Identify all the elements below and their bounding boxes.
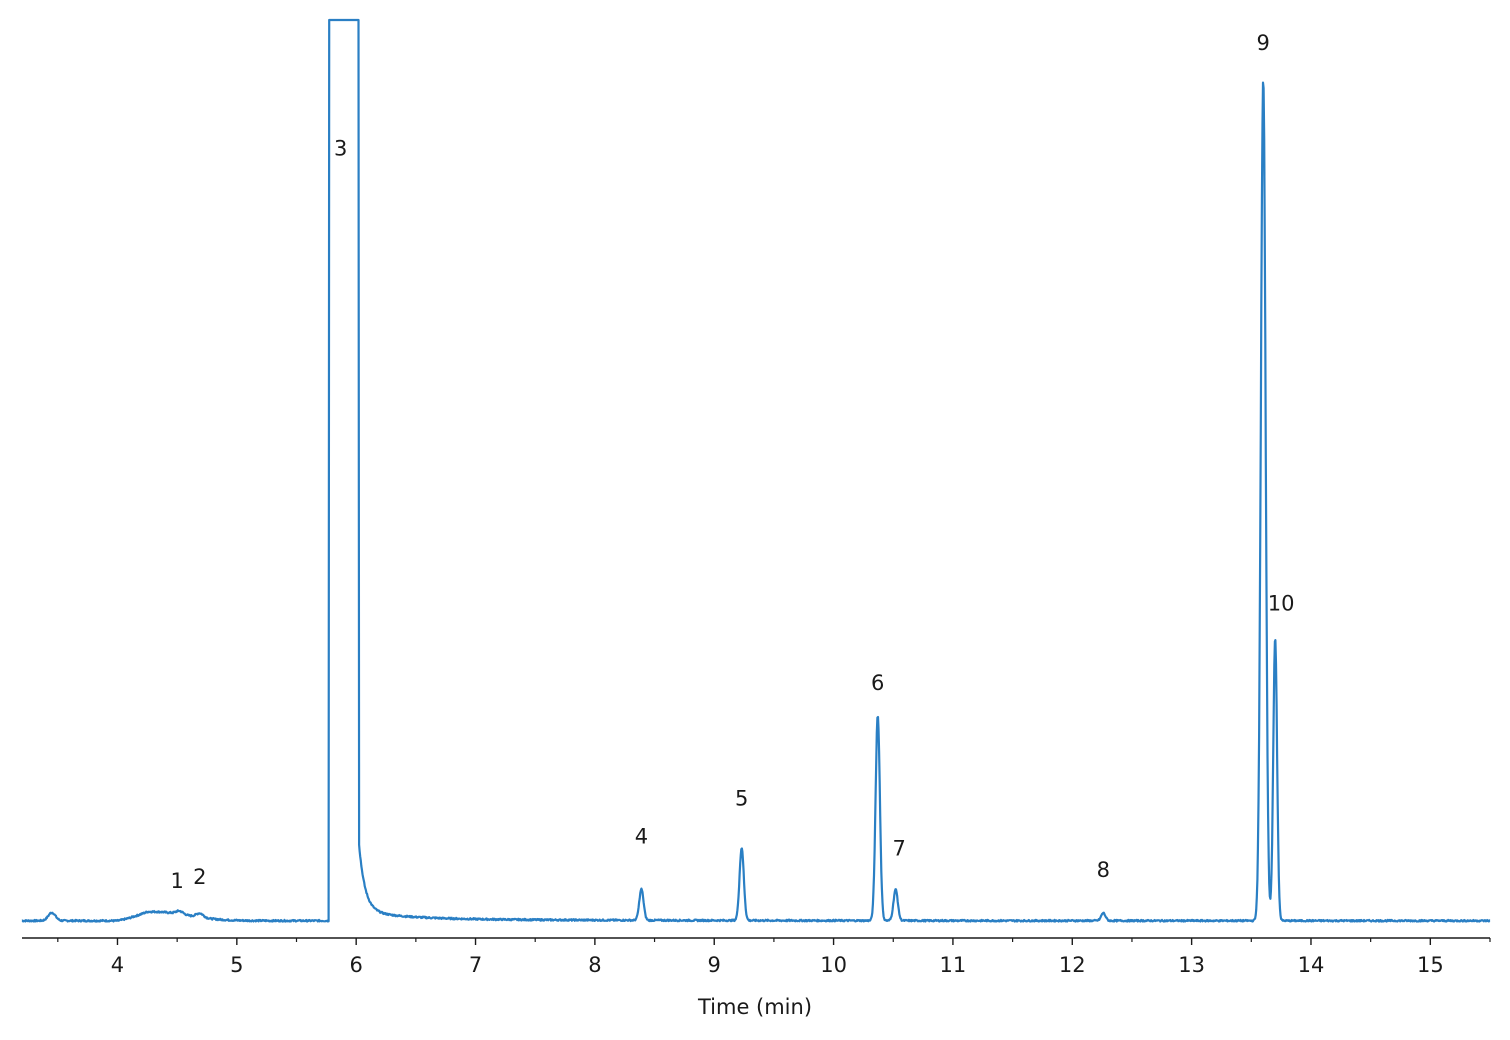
x-axis-title: Time (min) — [697, 995, 812, 1019]
x-tick-label: 10 — [820, 953, 847, 977]
peak-label: 3 — [334, 136, 347, 160]
x-tick-label: 13 — [1178, 953, 1205, 977]
peak-label: 9 — [1257, 31, 1270, 55]
x-tick-label: 7 — [469, 953, 482, 977]
peak-labels: 1 2 3 4 5 6 7 8 9 10 — [170, 31, 1294, 893]
peak-label: 2 — [193, 865, 206, 889]
peak-label: 4 — [635, 825, 648, 849]
plot-area — [21, 18, 1491, 923]
peak-label: 8 — [1097, 858, 1110, 882]
x-tick-label: 14 — [1298, 953, 1325, 977]
peak-label: 5 — [735, 787, 748, 811]
peak-label: 10 — [1268, 592, 1295, 616]
x-tick-label: 4 — [111, 953, 124, 977]
x-tick-label: 9 — [708, 953, 721, 977]
x-tick-label: 8 — [588, 953, 601, 977]
x-tick-label: 5 — [230, 953, 243, 977]
x-tick-label: 6 — [349, 953, 362, 977]
x-tick-label: 11 — [940, 953, 967, 977]
peak-label: 6 — [871, 671, 884, 695]
x-tick-label: 15 — [1417, 953, 1444, 977]
chromatogram-trace — [21, 18, 1491, 923]
peak-label: 7 — [893, 836, 906, 860]
peak-label: 1 — [170, 869, 183, 893]
x-axis: 4 5 6 7 8 9 10 11 12 13 14 15 — [22, 937, 1491, 977]
x-tick-label: 12 — [1059, 953, 1086, 977]
